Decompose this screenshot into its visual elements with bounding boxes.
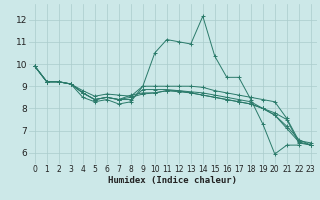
X-axis label: Humidex (Indice chaleur): Humidex (Indice chaleur) [108, 176, 237, 185]
